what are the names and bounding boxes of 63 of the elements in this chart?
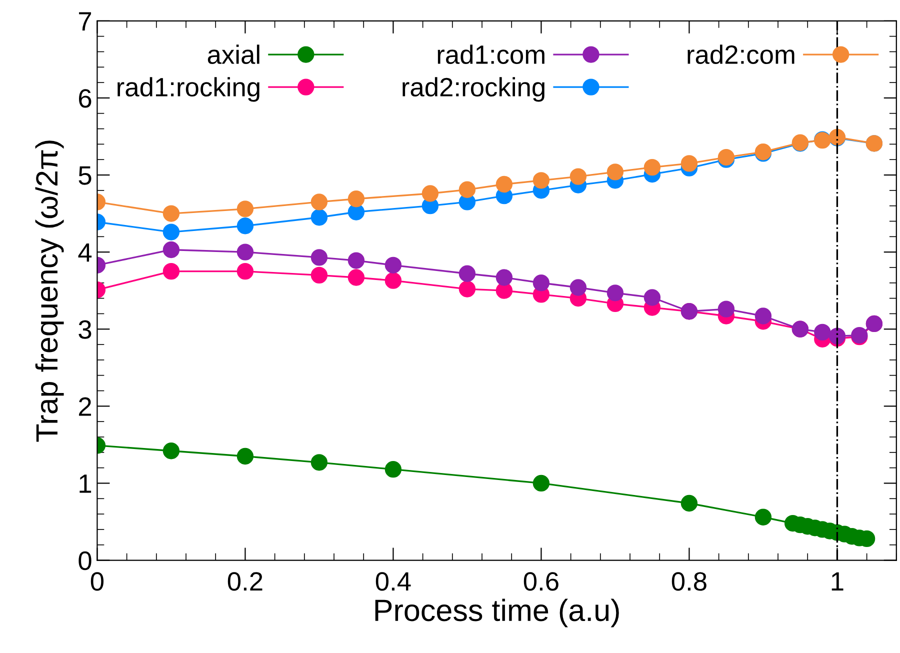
point bbox=[384, 256, 402, 274]
legend-label: axial bbox=[208, 44, 260, 64]
x-tick-label: 0.8 bbox=[672, 572, 706, 591]
point bbox=[422, 185, 439, 202]
y-tick-label: 3 bbox=[78, 320, 92, 339]
point bbox=[236, 448, 254, 465]
y-tick-label: 2 bbox=[78, 397, 92, 416]
point bbox=[570, 279, 587, 296]
point bbox=[310, 209, 328, 226]
x-tick-label: 0.2 bbox=[228, 572, 262, 591]
point bbox=[348, 252, 365, 269]
point bbox=[236, 200, 254, 218]
point bbox=[310, 249, 328, 266]
point bbox=[162, 241, 180, 258]
point bbox=[348, 190, 365, 208]
legend-label: rad1:com bbox=[438, 44, 544, 64]
x-tick-label: 0.4 bbox=[376, 572, 411, 591]
point bbox=[384, 461, 402, 478]
legend-label: rad2:com bbox=[688, 44, 794, 64]
point bbox=[644, 158, 661, 176]
x-tick-label: 0.6 bbox=[524, 572, 558, 591]
point bbox=[680, 155, 698, 172]
point bbox=[236, 244, 254, 260]
point bbox=[458, 280, 476, 298]
point bbox=[570, 168, 587, 185]
point bbox=[496, 176, 513, 193]
y-tick-label: 1 bbox=[80, 474, 92, 493]
point bbox=[754, 308, 772, 324]
point bbox=[814, 324, 831, 341]
point bbox=[348, 269, 365, 286]
point bbox=[384, 272, 402, 289]
y-tick-label: 4 bbox=[78, 243, 92, 262]
x-tick-label: 0 bbox=[90, 572, 104, 591]
point bbox=[310, 266, 328, 284]
point bbox=[680, 494, 698, 512]
point bbox=[458, 265, 476, 282]
legend-label: rad1:rocking bbox=[118, 77, 260, 102]
point bbox=[162, 224, 180, 240]
point bbox=[162, 442, 180, 460]
point bbox=[606, 164, 624, 180]
y-tick-label: 6 bbox=[79, 89, 92, 108]
point bbox=[310, 454, 328, 471]
point bbox=[606, 284, 624, 302]
point bbox=[532, 172, 550, 189]
point bbox=[310, 194, 328, 210]
point bbox=[458, 181, 476, 198]
y-tick-label: 0 bbox=[78, 551, 92, 570]
legend-label: rad2:rocking bbox=[402, 77, 544, 102]
point bbox=[718, 300, 735, 318]
x-axis-title: Process time (a.u) bbox=[375, 598, 619, 628]
point bbox=[644, 289, 661, 306]
point bbox=[532, 474, 550, 492]
point bbox=[754, 508, 772, 526]
point bbox=[162, 262, 180, 280]
y-tick-label: 7 bbox=[79, 12, 92, 30]
y-tick-label: 5 bbox=[78, 166, 92, 185]
y-axis-title: Trap frequency (ω/2π) bbox=[35, 140, 64, 442]
point bbox=[236, 262, 254, 280]
point bbox=[532, 274, 550, 292]
x-tick-label: 1 bbox=[832, 572, 844, 591]
point bbox=[236, 218, 254, 234]
point bbox=[162, 205, 180, 222]
point bbox=[496, 269, 513, 286]
